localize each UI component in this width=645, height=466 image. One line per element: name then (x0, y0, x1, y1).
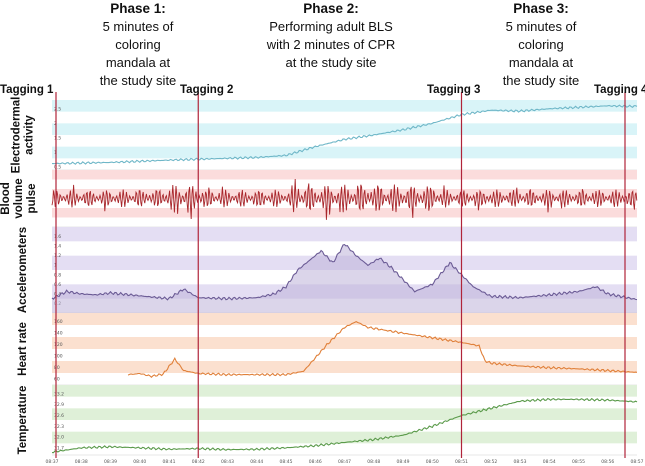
panel-label: pulse (26, 183, 38, 213)
phase-1-line: mandala at (105, 55, 171, 70)
phase-2-caption: Phase 2: Performing adult BLS with 2 min… (246, 0, 416, 72)
panel-band (52, 208, 637, 218)
x-tick-label: 08:46 (309, 459, 322, 465)
x-tick-label: 08:43 (221, 459, 234, 465)
y-tick-label: 1.4 (54, 244, 61, 250)
phase-1-line: 5 minutes of (102, 19, 174, 34)
series-line (51, 178, 638, 220)
panel-label: activity (24, 115, 36, 155)
panel-band (52, 408, 637, 420)
x-tick-label: 08:38 (75, 459, 88, 465)
y-tick-label: 80 (54, 365, 60, 371)
tagging-label: Tagging 3 (427, 84, 480, 96)
panel-label: Blood (0, 182, 12, 215)
tagging-label: Tagging 1 (0, 84, 54, 96)
phase-3-title: Phase 3: (513, 1, 569, 16)
y-tick-label: 32.3 (54, 424, 64, 430)
x-tick-label: 08:44 (250, 459, 263, 465)
series-line (51, 243, 638, 301)
x-tick-label: 08:37 (46, 459, 59, 465)
panel-band (52, 170, 637, 180)
series-line (52, 104, 638, 165)
phase-2-line: at the study site (285, 55, 377, 70)
phase-3-caption: Phase 3: 5 minutes of coloring mandala a… (486, 0, 596, 90)
y-tick-label: 0.6 (54, 282, 61, 288)
y-tick-label: 2.5 (54, 106, 61, 112)
x-tick-label: 08:53 (514, 459, 527, 465)
phase-3-line: coloring (518, 37, 564, 52)
tagging-label: Tagging 2 (180, 84, 233, 96)
phase-1-title: Phase 1: (110, 1, 166, 16)
x-tick-label: 08:39 (104, 459, 117, 465)
y-tick-label: 120 (54, 342, 63, 348)
y-tick-label: 0.5 (54, 165, 61, 171)
y-tick-label: 140 (54, 331, 63, 337)
phase-2-line: with 2 minutes of CPR (266, 37, 396, 52)
phase-1-line: coloring (115, 37, 161, 52)
y-tick-label: 31.7 (54, 445, 64, 451)
series-line (51, 397, 638, 454)
phase-1-caption: Phase 1: 5 minutes of coloring mandala a… (83, 0, 193, 90)
phase-3-line: the study site (502, 73, 580, 88)
y-tick-label: 60 (54, 377, 60, 383)
x-tick-label: 08:42 (192, 459, 205, 465)
y-tick-label: 0.4 (54, 291, 61, 297)
x-tick-label: 08:54 (543, 459, 556, 465)
x-tick-label: 08:49 (397, 459, 410, 465)
panel-band (52, 337, 637, 349)
x-tick-label: 08:48 (367, 459, 380, 465)
y-tick-label: 32.0 (54, 435, 64, 441)
y-tick-label: 32.9 (54, 402, 64, 408)
x-tick-label: 08:45 (280, 459, 293, 465)
panel-band (52, 146, 637, 159)
x-tick-label: 08:47 (338, 459, 351, 465)
x-tick-label: 08:56 (601, 459, 614, 465)
panel-band (52, 227, 637, 242)
x-tick-label: 08:40 (133, 459, 146, 465)
y-tick-label: 33.2 (54, 391, 64, 397)
panel-band (52, 313, 637, 325)
panel-label: Electrodermal (11, 97, 23, 174)
tagging-label: Tagging 4 (594, 84, 645, 96)
y-tick-label: 1.2 (54, 253, 61, 259)
x-tick-label: 08:55 (572, 459, 585, 465)
phase-3-line: mandala at (508, 55, 574, 70)
panel-label: Heart rate (17, 322, 29, 376)
accelerometer-area (52, 244, 637, 313)
panel-band (52, 123, 637, 135)
series-line (127, 320, 638, 378)
panel-band (52, 431, 637, 444)
panel-label: Temperature (17, 386, 29, 455)
panel-band (52, 100, 637, 112)
y-tick-label: 160 (54, 319, 63, 325)
y-tick-label: 1.6 (54, 234, 61, 240)
x-tick-label: 08:52 (484, 459, 497, 465)
x-tick-label: 08:51 (455, 459, 468, 465)
phase-3-line: 5 minutes of (505, 19, 577, 34)
y-tick-label: 1.5 (54, 135, 61, 141)
x-tick-label: 08:57 (631, 459, 644, 465)
y-tick-label: 32.6 (54, 413, 64, 419)
phase-1-line: the study site (99, 73, 177, 88)
panel-band (52, 385, 637, 397)
phase-2-title: Phase 2: (303, 1, 359, 16)
panel-label: Accelerometers (17, 227, 29, 313)
x-tick-label: 08:41 (163, 459, 176, 465)
y-tick-label: 100 (54, 354, 63, 360)
panel-label: volume (13, 178, 25, 218)
y-tick-label: 0.8 (54, 272, 61, 278)
phase-2-line: Performing adult BLS (269, 19, 393, 34)
x-tick-label: 08:50 (426, 459, 439, 465)
